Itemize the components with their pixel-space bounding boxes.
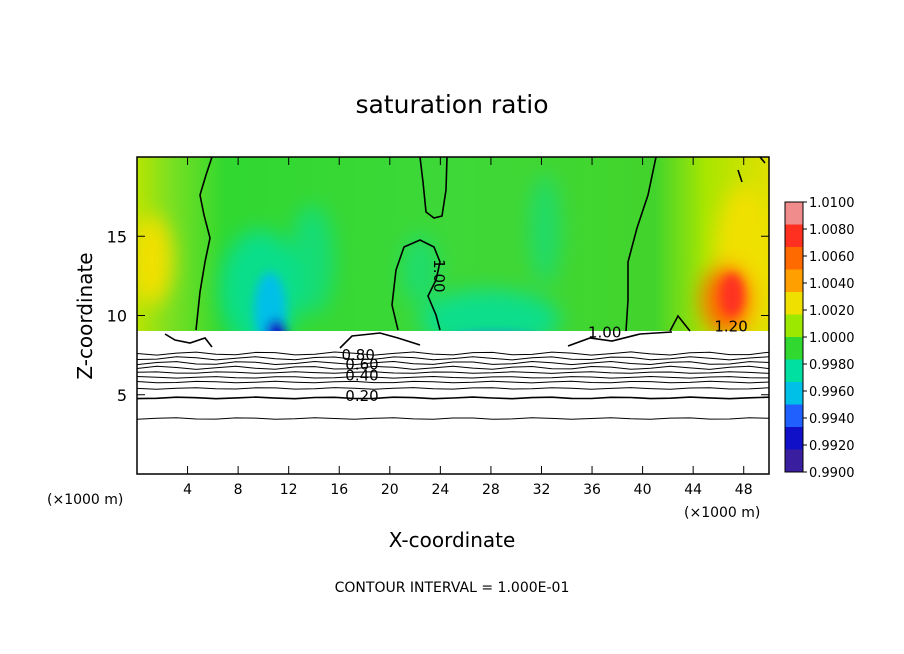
x-tick-label: 48 <box>735 482 753 498</box>
contour-label: 1.00 <box>430 259 448 292</box>
contour-line <box>137 365 769 370</box>
colorbar-swatch <box>785 449 803 473</box>
heatmap-field <box>137 157 769 474</box>
x-tick-label: 16 <box>330 482 348 498</box>
colorbar-label: 1.0040 <box>809 277 855 292</box>
colorbar-label: 1.0020 <box>809 304 855 319</box>
contour-1.00-left <box>195 157 213 331</box>
x-tick-label: 20 <box>381 482 399 498</box>
colorbar-swatch <box>785 427 803 450</box>
x-tick-label: 24 <box>431 482 449 498</box>
x-tick-label: 32 <box>533 482 551 498</box>
colorbar-label: 1.0000 <box>809 331 855 346</box>
contour-1.00-right <box>625 157 657 332</box>
y-tick-label: 15 <box>107 227 127 246</box>
colorbar-swatch <box>785 404 803 428</box>
x-tick-label: 40 <box>634 482 652 498</box>
colorbar: 1.0100 1.0080 1.0060 1.0040 1.0020 1.0000 0.99… <box>784 196 855 481</box>
x-tick-label: 8 <box>234 482 243 498</box>
contour-1.00-misc <box>669 157 766 332</box>
colorbar-label: 0.9940 <box>809 412 855 427</box>
contour-line <box>137 396 769 400</box>
colorbar-swatch <box>785 359 803 383</box>
contour-line <box>137 371 769 374</box>
field-undefined-region <box>137 331 769 474</box>
contour-1.00-mid <box>391 239 441 331</box>
colorbar-swatch <box>785 269 803 293</box>
x-tick-label: 44 <box>684 482 702 498</box>
colorbar-label: 1.0080 <box>809 223 855 238</box>
colorbar-swatch <box>785 337 803 360</box>
x-axis-ticks: 4 8 12 16 20 24 28 32 36 40 44 48 <box>183 157 753 498</box>
colorbar-swatch <box>785 292 803 315</box>
contour-labels: 1.00 1.00 1.20 0.800.600.40 0.20 <box>341 259 747 405</box>
colorbar-label: 1.0100 <box>809 196 855 211</box>
contour-1.00-edges <box>164 331 673 349</box>
contour-interval-note: CONTOUR INTERVAL = 1.000E-01 <box>335 580 570 596</box>
contour-label: 1.00 <box>588 324 621 342</box>
x-unit-left: (×1000 m) <box>47 492 123 508</box>
contour-label: 0.20 <box>345 387 378 405</box>
field-edge <box>137 331 769 352</box>
contour-line <box>137 380 769 384</box>
x-unit-right: (×1000 m) <box>684 505 760 521</box>
y-tick-label: 10 <box>107 307 127 326</box>
colorbar-swatch <box>785 382 803 405</box>
x-tick-label: 4 <box>183 482 192 498</box>
contour-1.00-lines <box>164 157 766 349</box>
colorbar-label: 0.9980 <box>809 358 855 373</box>
contour-label: 1.20 <box>714 317 747 335</box>
x-tick-label: 28 <box>482 482 500 498</box>
y-axis-title: Z-coordinate <box>73 252 97 379</box>
contour-line <box>137 417 769 420</box>
chart-title: saturation ratio <box>355 90 548 119</box>
contour-line <box>137 387 769 390</box>
contour-line <box>137 360 769 366</box>
colorbar-swatch <box>785 202 803 225</box>
contour-line <box>137 356 769 361</box>
x-axis-title: X-coordinate <box>389 528 516 552</box>
contour-label: 0.40 <box>345 366 378 384</box>
colorbar-label: 0.9920 <box>809 439 855 454</box>
contour-line <box>137 375 769 379</box>
x-tick-label: 12 <box>280 482 298 498</box>
contour-label: 0.60 <box>345 355 378 373</box>
colorbar-label: 0.9960 <box>809 385 855 400</box>
contour-lines <box>137 351 769 420</box>
x-tick-label: 36 <box>583 482 601 498</box>
colorbar-swatch <box>785 247 803 270</box>
y-tick-label: 5 <box>117 386 127 405</box>
colorbar-label: 1.0060 <box>809 250 855 265</box>
colorbar-label: 0.9900 <box>809 466 855 481</box>
contour-line <box>137 351 769 356</box>
contour-1.00-top <box>419 157 448 219</box>
colorbar-swatch <box>785 314 803 338</box>
colorbar-swatch <box>785 224 803 248</box>
contour-label: 0.80 <box>341 346 374 364</box>
y-axis-ticks: 5 10 15 <box>107 227 769 405</box>
